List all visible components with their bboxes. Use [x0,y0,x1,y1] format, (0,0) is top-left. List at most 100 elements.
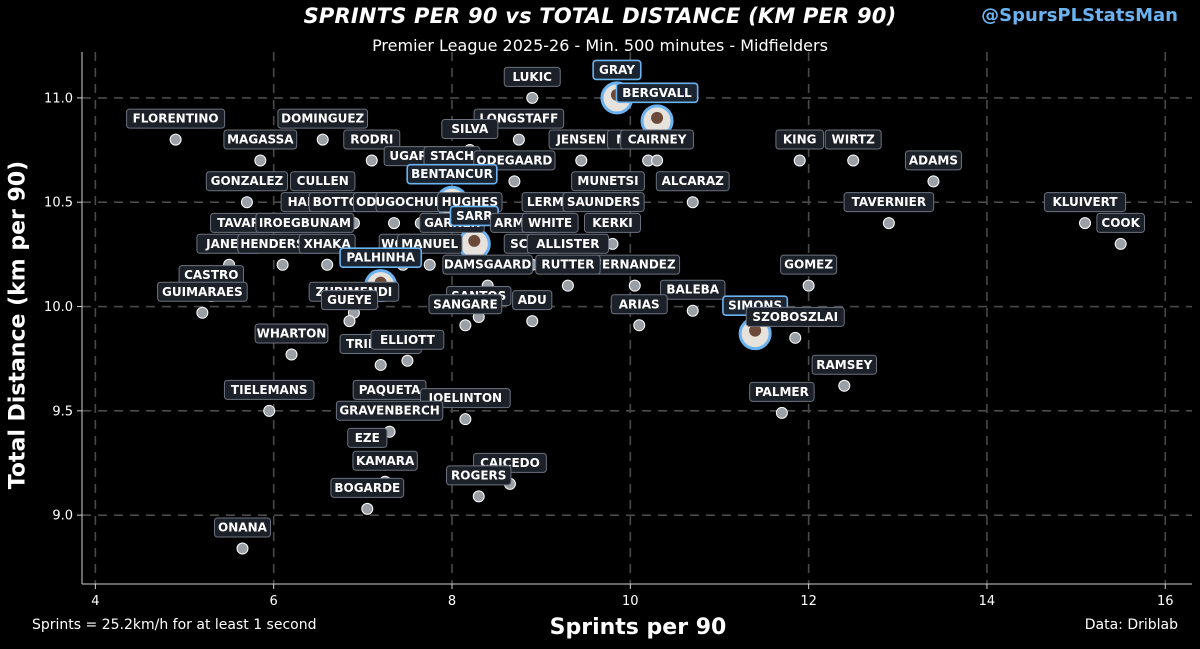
player-label: SAUNDERS [562,192,645,213]
player-name: GUEYE [327,293,372,307]
player-label: RODRI [343,129,401,150]
data-point [254,154,267,167]
data-point [240,196,253,209]
player-label-box [904,150,962,171]
player-name: JOELINTON [428,391,502,405]
player-name: MUNETSI [577,174,638,188]
player-name: XHAKA [304,237,352,251]
player-label-box [320,290,378,311]
player-name: ODEGAARD [476,153,552,167]
y-axis-label: Total Distance (km per 90) [5,160,31,490]
player-name: SZOBOSZLAI [752,310,838,324]
player-label: FERNANDEZ [589,254,681,275]
player-label: WIRTZ [824,129,882,150]
player-label-box [347,427,388,448]
player-label-box [655,171,730,192]
data-point [575,154,588,167]
data-point [196,306,209,319]
player-label-box [512,290,553,311]
player-label: RUTTER [535,254,601,275]
player-name: BALEBA [666,283,719,297]
player-label: ADAMS [904,150,962,171]
player-name: RODRI [350,132,393,146]
player-label-box [745,306,845,327]
player-label: KING [775,129,825,150]
player-name: SANGARE [433,297,498,311]
data-point [1079,217,1092,230]
data-point [423,258,436,271]
player-name: CASTRO [184,268,238,282]
player-label-box [610,294,668,315]
player-label: ADU [512,290,553,311]
y-tick-label: 9.0 [52,509,73,524]
x-tick-label: 14 [979,594,996,609]
player-label-box [780,254,838,275]
author-handle: @SpursPLStatsMan [981,5,1178,26]
player-label-box [254,323,329,344]
player-name: WIRTZ [832,132,876,146]
player-name: GRAVENBERCH [339,404,440,418]
player-label: BENTANCUR [406,163,498,185]
data-point [882,217,895,230]
player-label: KLUIVERT [1043,192,1127,213]
player-name: BOGARDE [334,481,400,495]
data-point [459,319,472,332]
player-label: WHITE [521,212,579,233]
player-label: BOGARDE [330,477,405,498]
y-tick-label: 10.5 [44,196,73,211]
player-label-box [339,247,423,268]
player-label-box [521,212,579,233]
player-label: BALEBA [660,279,726,300]
player-name: FLORENTINO [133,112,219,126]
player-name: SILVA [451,122,489,136]
player-name: LONGSTAFF [479,112,558,126]
player-name: ALLISTER [536,237,599,251]
player-name: LUKIC [512,70,552,84]
data-point [1114,237,1127,250]
data-point [361,502,374,515]
player-name: GRAY [599,63,635,77]
player-label: GRAVENBERCH [335,400,444,421]
player-label: ALLISTER [526,233,610,254]
player-name: RUTTER [541,258,594,272]
chart-title: SPRINTS PER 90 vs TOTAL DISTANCE (KM PER… [303,4,897,28]
data-point [512,133,525,146]
player-label-box [442,254,533,275]
player-name: STACH [430,149,474,163]
player-label-box [571,171,645,192]
player-label-box [335,400,444,421]
player-label-box [157,281,248,302]
player-name: JENSEN [555,132,606,146]
data-point [374,358,387,371]
player-label-box [620,129,694,150]
player-label: DOMINGUEZ [277,108,369,129]
player-label-box [535,254,601,275]
player-label-box [277,108,369,129]
data-point [459,413,472,426]
player-label-box [446,465,512,486]
player-label: DAMSGAARD [442,254,533,275]
player-name: HUGHES [442,195,499,209]
player-name: FERNANDEZ [594,258,676,272]
player-label: TIELEMANS [223,379,315,400]
data-point [838,379,851,392]
player-label-box [1096,212,1145,233]
data-point [321,258,334,271]
player-label-box [615,82,699,104]
player-label: CAIRNEY [620,129,694,150]
player-label-box [749,381,815,402]
data-point [561,279,574,292]
data-point [651,154,664,167]
player-name: PALHINHA [346,251,415,265]
x-tick-label: 8 [448,594,456,609]
x-tick-label: 12 [800,594,817,609]
player-label: MUNETSI [571,171,645,192]
player-name: MANUEL [401,237,458,251]
player-label: PALMER [749,381,815,402]
data-point [508,175,521,188]
player-label: RAMSEY [811,354,877,375]
player-label: COOK [1096,212,1145,233]
player-name: ROGERS [451,468,506,482]
player-name: ONANA [218,521,268,535]
data-point [285,348,298,361]
